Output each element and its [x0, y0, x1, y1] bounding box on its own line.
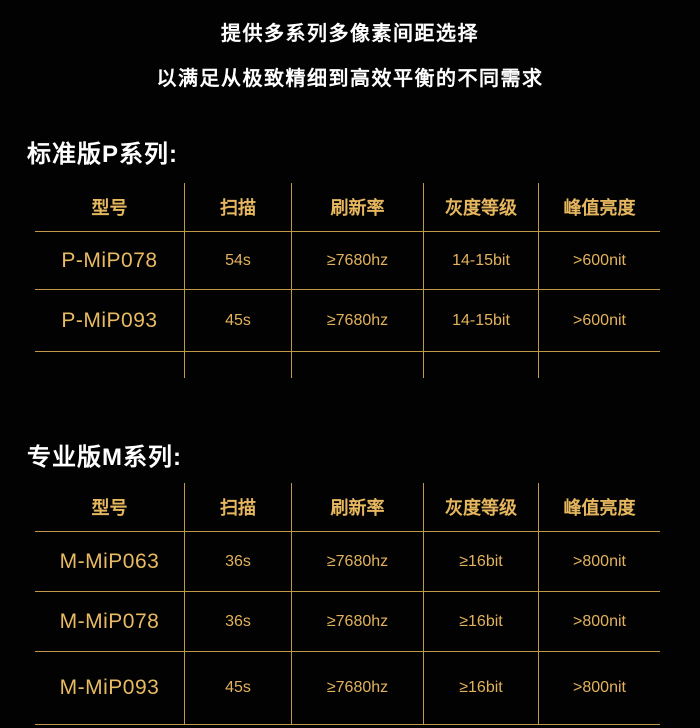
peak-brightness-cell: >800nit — [573, 552, 626, 570]
empty-cell — [292, 352, 424, 378]
peak-brightness-cell: >600nit — [573, 311, 626, 329]
refresh-rate-cell: ≥7680hz — [292, 232, 424, 289]
column-header-refresh-rate: 刷新率 — [292, 483, 424, 531]
refresh-rate-cell: ≥7680hz — [292, 592, 424, 651]
peak-brightness-cell: >800nit — [573, 612, 626, 630]
peak-brightness-cell: >800nit — [573, 679, 626, 696]
empty-cell — [35, 352, 185, 378]
scan-cell: 45s — [185, 652, 292, 724]
gray-level-cell: ≥16bit — [424, 532, 539, 591]
table-row-stub — [35, 352, 660, 378]
refresh-rate-cell: ≥7680hz — [292, 532, 424, 591]
column-header-scan: 扫描 — [185, 183, 292, 231]
table-row: P-MiP078 54s ≥7680hz 14-15bit >600nit — [35, 232, 660, 290]
refresh-rate-cell: ≥7680hz — [292, 652, 424, 724]
column-header-scan: 扫描 — [185, 483, 292, 531]
table-header-row: 型号 扫描 刷新率 灰度等级 峰值亮度 — [35, 483, 660, 532]
refresh-rate-cell: ≥7680hz — [292, 290, 424, 351]
model-cell: P-MiP093 — [35, 290, 185, 351]
column-header-model: 型号 — [35, 183, 185, 231]
scan-cell: 36s — [185, 592, 292, 651]
model-cell: M-MiP078 — [35, 592, 185, 651]
section-title-m-series: 专业版M系列: — [27, 444, 182, 471]
scan-cell: 45s — [185, 290, 292, 351]
table-row: M-MiP078 36s ≥7680hz ≥16bit >800nit — [35, 592, 660, 652]
table-row: M-MiP063 36s ≥7680hz ≥16bit >800nit — [35, 532, 660, 592]
column-header-gray-level: 灰度等级 — [424, 483, 539, 531]
table-row: P-MiP093 45s ≥7680hz 14-15bit >600nit — [35, 290, 660, 352]
model-cell: M-MiP093 — [35, 652, 185, 724]
p-series-spec-table: 型号 扫描 刷新率 灰度等级 峰值亮度 P-MiP078 54s ≥7680hz… — [35, 183, 660, 378]
page-title-line1: 提供多系列多像素间距选择 — [221, 23, 479, 45]
table-header-row: 型号 扫描 刷新率 灰度等级 峰值亮度 — [35, 183, 660, 232]
scan-cell: 54s — [185, 232, 292, 289]
page-title-line2: 以满足从极致精细到高效平衡的不同需求 — [156, 68, 544, 90]
model-cell: P-MiP078 — [35, 232, 185, 289]
gray-level-cell: ≥16bit — [424, 592, 539, 651]
empty-cell — [539, 352, 660, 378]
column-header-peak-brightness: 峰值亮度 — [563, 498, 636, 518]
column-header-model: 型号 — [35, 483, 185, 531]
column-header-gray-level: 灰度等级 — [424, 183, 539, 231]
section-title-p-series: 标准版P系列: — [27, 141, 178, 168]
gray-level-cell: 14-15bit — [424, 290, 539, 351]
empty-cell — [424, 352, 539, 378]
gray-level-cell: ≥16bit — [424, 652, 539, 724]
m-series-spec-table: 型号 扫描 刷新率 灰度等级 峰值亮度 M-MiP063 36s ≥7680hz… — [35, 483, 660, 725]
model-cell: M-MiP063 — [35, 532, 185, 591]
scan-cell: 36s — [185, 532, 292, 591]
gray-level-cell: 14-15bit — [424, 232, 539, 289]
column-header-refresh-rate: 刷新率 — [292, 183, 424, 231]
peak-brightness-cell: >600nit — [573, 251, 626, 269]
table-row: M-MiP093 45s ≥7680hz ≥16bit >800nit — [35, 652, 660, 725]
empty-cell — [185, 352, 292, 378]
column-header-peak-brightness: 峰值亮度 — [563, 198, 636, 218]
